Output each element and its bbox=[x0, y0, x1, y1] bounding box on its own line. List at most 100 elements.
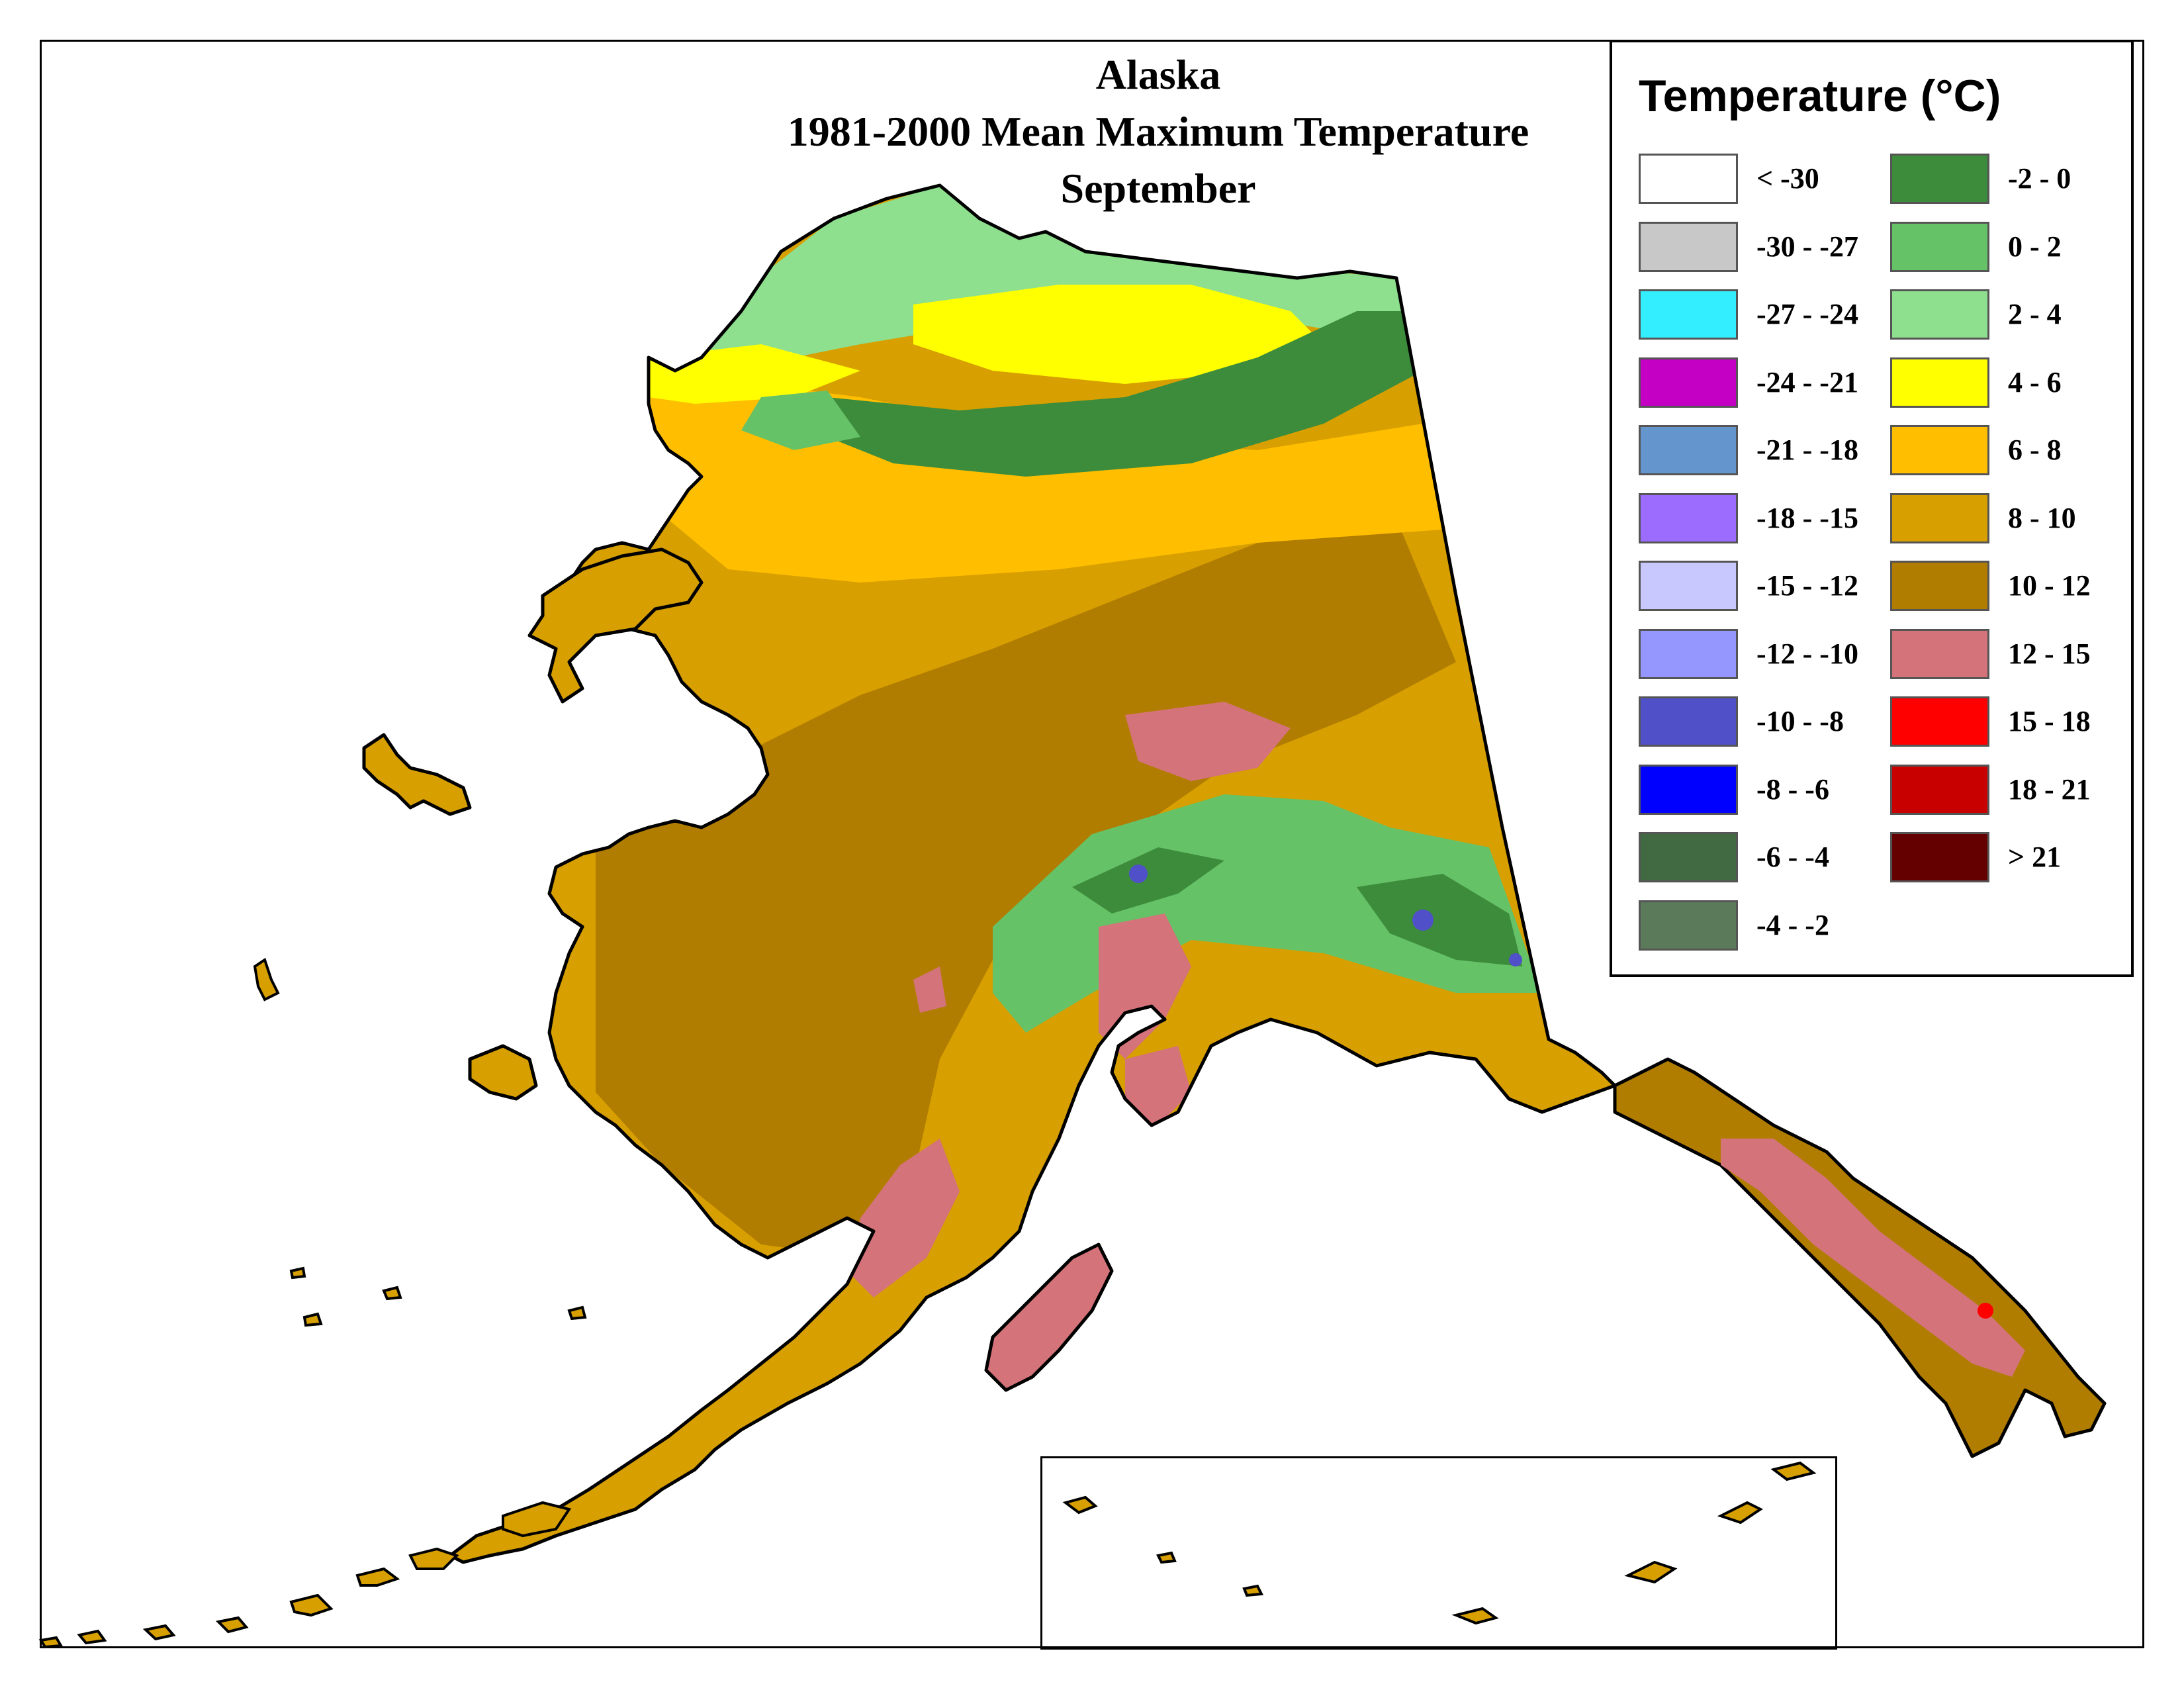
legend-swatch bbox=[1639, 357, 1738, 408]
legend-swatch bbox=[1890, 561, 1989, 611]
legend-right-item-1: 0 - 2 bbox=[1890, 221, 2128, 275]
legend-label: -2 - 0 bbox=[2008, 162, 2071, 195]
legend-swatch bbox=[1639, 154, 1738, 204]
legend-left-item-0: < -30 bbox=[1639, 154, 1877, 207]
legend-title: Temperature (°C) bbox=[1639, 71, 2001, 121]
legend-left-item-7: -12 - -10 bbox=[1639, 628, 1877, 682]
legend-swatch bbox=[1890, 425, 1989, 475]
legend-swatch bbox=[1639, 832, 1738, 882]
legend-swatch bbox=[1639, 561, 1738, 611]
legend-label: -24 - -21 bbox=[1756, 365, 1858, 399]
aleutian-inset-frame bbox=[1040, 1456, 1837, 1650]
legend-swatch bbox=[1890, 696, 1989, 747]
legend-label: 10 - 12 bbox=[2008, 569, 2091, 602]
kodiak-island bbox=[984, 1243, 1114, 1392]
zone-12-15-peninsula bbox=[847, 1139, 960, 1297]
legend-right-item-0: -2 - 0 bbox=[1890, 154, 2128, 207]
legend-label: 6 - 8 bbox=[2008, 434, 2062, 466]
legend-swatch bbox=[1639, 628, 1738, 679]
legend-label: > 21 bbox=[2008, 841, 2062, 873]
legend-right-item-6: 10 - 12 bbox=[1890, 561, 2128, 614]
legend-right-item-4: 6 - 8 bbox=[1890, 425, 2128, 478]
small-islands bbox=[253, 957, 587, 1327]
legend-label: 8 - 10 bbox=[2008, 501, 2076, 534]
legend-swatch bbox=[1639, 221, 1738, 272]
southeast-panhandle bbox=[1613, 1057, 2107, 1458]
mainland-alaska bbox=[448, 183, 1617, 1564]
zone-neg2-0-wrangell bbox=[1357, 874, 1522, 966]
legend-swatch bbox=[1890, 764, 1989, 815]
legend-label: -27 - -24 bbox=[1756, 298, 1858, 330]
legend-swatch bbox=[1639, 289, 1738, 340]
legend-label: 18 - 21 bbox=[2008, 773, 2091, 806]
legend-swatch bbox=[1639, 696, 1738, 747]
legend-left-item-6: -15 - -12 bbox=[1639, 561, 1877, 614]
title-line-3: September bbox=[1060, 165, 1256, 212]
legend-label: -15 - -12 bbox=[1756, 569, 1858, 602]
inset-islands bbox=[1062, 1461, 1817, 1625]
legend-label: -30 - -27 bbox=[1756, 230, 1858, 263]
zone-4-6-arctic bbox=[913, 285, 1324, 384]
legend-label: -6 - -4 bbox=[1756, 841, 1829, 873]
zone-0-2-brooks bbox=[741, 391, 860, 450]
legend-left-item-4: -21 - -18 bbox=[1639, 425, 1877, 478]
legend-left-item-1: -30 - -27 bbox=[1639, 221, 1877, 275]
legend-swatch bbox=[1890, 154, 1989, 204]
zone-neg10-neg8-peak-2 bbox=[1412, 910, 1433, 931]
legend-label: -4 - -2 bbox=[1756, 908, 1829, 941]
legend-label: < -30 bbox=[1756, 162, 1819, 195]
legend-left-item-9: -8 - -6 bbox=[1639, 764, 1877, 818]
legend-label: -12 - -10 bbox=[1756, 637, 1858, 670]
zone-neg2-0-brooks bbox=[827, 311, 1423, 477]
legend-label: -8 - -6 bbox=[1756, 773, 1829, 806]
nunivak-island bbox=[468, 1044, 538, 1101]
legend-left-item-8: -10 - -8 bbox=[1639, 696, 1877, 749]
legend-label: -18 - -15 bbox=[1756, 501, 1858, 534]
zone-0-2-alaska-range bbox=[993, 794, 1542, 1033]
legend-left-item-5: -18 - -15 bbox=[1639, 492, 1877, 546]
legend-swatch bbox=[1639, 425, 1738, 475]
legend-label: 15 - 18 bbox=[2008, 705, 2091, 737]
legend-left-item-2: -27 - -24 bbox=[1639, 289, 1877, 342]
legend-swatch bbox=[1890, 221, 1989, 272]
legend-right-item-7: 12 - 15 bbox=[1890, 628, 2128, 682]
zone-10-12-interior bbox=[596, 503, 1456, 1258]
legend-label: 4 - 6 bbox=[2008, 365, 2062, 399]
mainland-outline bbox=[448, 183, 1617, 1564]
legend-label: 2 - 4 bbox=[2008, 298, 2062, 330]
st-lawrence-island bbox=[362, 733, 472, 816]
legend-left-item-10: -6 - -4 bbox=[1639, 832, 1877, 885]
legend-right-item-10: > 21 bbox=[1890, 832, 2128, 885]
legend-label: -10 - -8 bbox=[1756, 705, 1844, 737]
zone-12-15-kenai bbox=[1125, 1046, 1191, 1125]
seward-peninsula bbox=[527, 547, 704, 704]
title-line-2: 1981-2000 Mean Maximum Temperature bbox=[787, 108, 1529, 155]
zone-neg10-neg8-peak-3 bbox=[1509, 953, 1522, 966]
legend-label: -21 - -18 bbox=[1756, 434, 1858, 466]
legend-label: 0 - 2 bbox=[2008, 230, 2062, 263]
legend-left-item-3: -24 - -21 bbox=[1639, 357, 1877, 410]
zone-12-15-interior bbox=[1125, 702, 1291, 781]
legend-swatch bbox=[1890, 492, 1989, 543]
legend-right-item-9: 18 - 21 bbox=[1890, 764, 2128, 818]
legend-swatch bbox=[1639, 900, 1738, 951]
title-line-1: Alaska bbox=[1095, 51, 1221, 98]
legend-right-item-8: 15 - 18 bbox=[1890, 696, 2128, 749]
legend-swatch bbox=[1890, 832, 1989, 882]
legend-swatch bbox=[1639, 764, 1738, 815]
temperature-legend: Temperature (°C) < -30 -30 - -27 -27 - -24… bbox=[1610, 40, 2134, 977]
legend-left-item-11: -4 - -2 bbox=[1639, 900, 1877, 953]
legend-swatch bbox=[1639, 492, 1738, 543]
zone-neg2-0-alaska-range bbox=[1072, 847, 1224, 914]
legend-label: 12 - 15 bbox=[2008, 637, 2091, 670]
zone-neg10-neg8-peak-1 bbox=[1129, 865, 1148, 883]
legend-right-item-5: 8 - 10 bbox=[1890, 492, 2128, 546]
legend-right-item-2: 2 - 4 bbox=[1890, 289, 2128, 342]
map-title: Alaska 1981-2000 Mean Maximum Temperatur… bbox=[662, 46, 1655, 217]
legend-right-item-3: 4 - 6 bbox=[1890, 357, 2128, 410]
zone-12-15-southwest bbox=[913, 966, 946, 1013]
legend-swatch bbox=[1890, 357, 1989, 408]
legend-swatch bbox=[1890, 289, 1989, 340]
aleutian-islands bbox=[38, 1501, 572, 1649]
